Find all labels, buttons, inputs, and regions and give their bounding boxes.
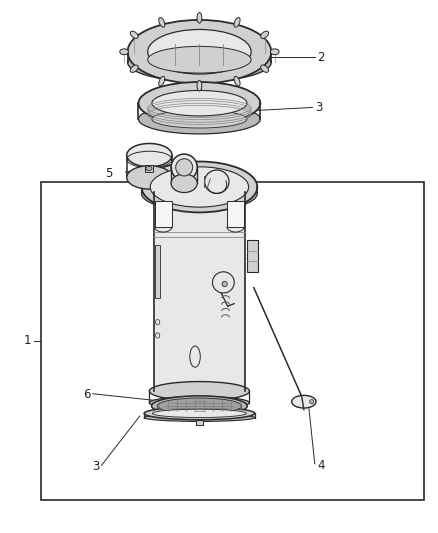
Ellipse shape	[261, 31, 268, 38]
Ellipse shape	[127, 166, 172, 189]
Ellipse shape	[144, 407, 254, 419]
Ellipse shape	[159, 18, 165, 27]
Ellipse shape	[152, 409, 247, 417]
Ellipse shape	[120, 49, 128, 55]
Text: 1: 1	[24, 334, 31, 347]
Text: 2: 2	[317, 51, 325, 63]
Ellipse shape	[212, 272, 234, 293]
Ellipse shape	[127, 143, 172, 167]
Text: 5: 5	[105, 167, 113, 180]
Bar	[41, 182, 424, 500]
Ellipse shape	[222, 281, 227, 287]
Ellipse shape	[130, 65, 138, 72]
Ellipse shape	[149, 382, 250, 401]
Ellipse shape	[148, 29, 251, 74]
Ellipse shape	[127, 43, 271, 82]
Ellipse shape	[141, 161, 257, 213]
Ellipse shape	[155, 333, 160, 338]
Bar	[196, 419, 203, 425]
Ellipse shape	[310, 400, 314, 404]
Ellipse shape	[171, 174, 197, 192]
Ellipse shape	[152, 110, 247, 128]
Text: 3: 3	[92, 461, 99, 473]
Ellipse shape	[148, 46, 251, 73]
Ellipse shape	[127, 20, 271, 84]
Ellipse shape	[152, 396, 247, 416]
Ellipse shape	[261, 65, 268, 72]
Ellipse shape	[159, 76, 165, 86]
Bar	[155, 201, 172, 227]
Text: 6: 6	[83, 389, 91, 401]
Ellipse shape	[141, 175, 257, 211]
Ellipse shape	[270, 49, 279, 55]
Ellipse shape	[155, 319, 160, 325]
Ellipse shape	[205, 170, 229, 193]
Ellipse shape	[130, 31, 138, 38]
Bar	[145, 165, 153, 172]
Ellipse shape	[157, 398, 242, 414]
Ellipse shape	[150, 167, 249, 207]
Ellipse shape	[234, 76, 240, 86]
Ellipse shape	[138, 82, 260, 124]
Ellipse shape	[152, 91, 247, 116]
Ellipse shape	[190, 346, 200, 367]
Bar	[247, 240, 258, 272]
Ellipse shape	[149, 397, 250, 409]
Text: 3: 3	[315, 101, 322, 114]
Ellipse shape	[197, 12, 202, 23]
Ellipse shape	[144, 414, 254, 422]
Ellipse shape	[138, 104, 260, 134]
Bar	[227, 201, 244, 227]
Ellipse shape	[171, 154, 197, 181]
Text: 4: 4	[317, 459, 325, 472]
Ellipse shape	[234, 18, 240, 27]
Ellipse shape	[146, 166, 152, 171]
Bar	[154, 187, 245, 391]
Ellipse shape	[292, 395, 316, 408]
Ellipse shape	[176, 159, 193, 176]
Ellipse shape	[197, 80, 202, 91]
Bar	[155, 245, 160, 298]
